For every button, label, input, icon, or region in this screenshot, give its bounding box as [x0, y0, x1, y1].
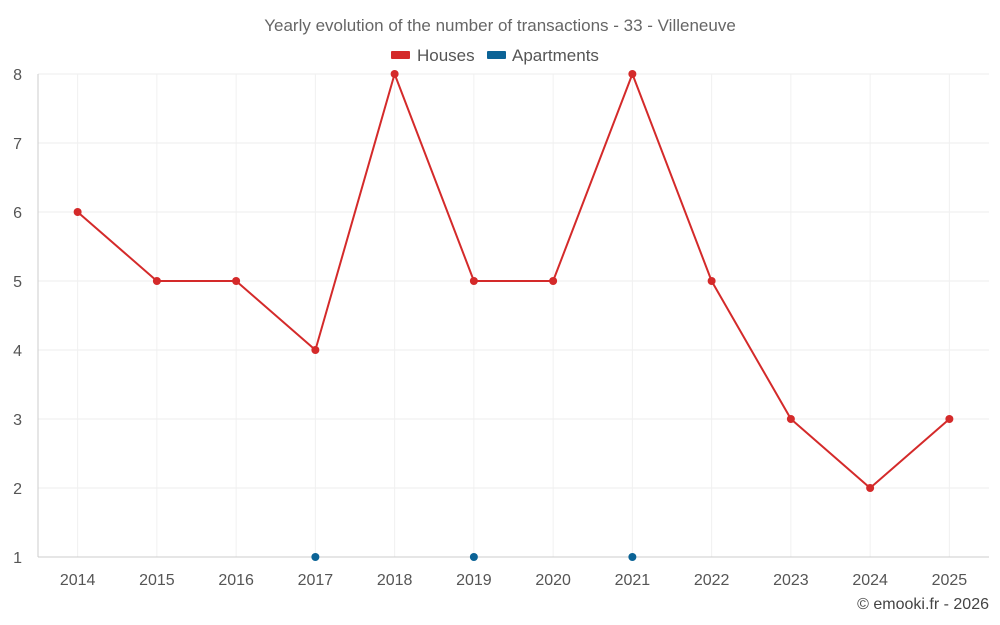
grid: [38, 73, 989, 558]
x-tick-label: 2022: [694, 572, 730, 589]
x-tick-label: 2015: [139, 572, 175, 589]
axes: 1 2 3 4 5 6 7 8 2014 2015 2016 2017 2018 2019 2020 2021…: [13, 67, 989, 589]
data-point-apartments-2021[interactable]: [628, 553, 637, 561]
credit-text: © emooki.fr - 2026: [857, 596, 989, 613]
data-point-houses-2020[interactable]: [549, 277, 558, 285]
x-tick-label: 2017: [298, 572, 334, 589]
x-tick-label: 2023: [773, 572, 809, 589]
legend-item-houses[interactable]: Houses: [391, 46, 475, 65]
data-point-apartments-2019[interactable]: [469, 553, 478, 561]
legend-item-apartments[interactable]: Apartments: [487, 46, 599, 65]
y-tick-label: 1: [13, 550, 22, 567]
legend-swatch-apartments: [487, 51, 506, 59]
chart-title: Yearly evolution of the number of transa…: [264, 16, 736, 35]
y-tick-label: 8: [13, 67, 22, 84]
y-tick-label: 2: [13, 481, 22, 498]
series-line-houses: [76, 73, 951, 489]
y-tick-label: 5: [13, 274, 22, 291]
x-tick-label: 2018: [377, 572, 413, 589]
data-point-houses-2023[interactable]: [786, 415, 795, 423]
data-point-houses-2021[interactable]: [628, 70, 637, 78]
legend-swatch-houses: [391, 51, 410, 59]
x-tick-label: 2016: [218, 572, 254, 589]
y-tick-label: 6: [13, 205, 22, 222]
data-point-houses-2014[interactable]: [73, 208, 82, 216]
data-point-houses-2022[interactable]: [707, 277, 716, 285]
y-tick-label: 3: [13, 412, 22, 429]
y-tick-label: 7: [13, 136, 22, 153]
x-tick-label: 2019: [456, 572, 492, 589]
x-tick-label: 2020: [535, 572, 571, 589]
data-point-houses-2018[interactable]: [390, 70, 399, 78]
x-tick-label: 2014: [60, 572, 96, 589]
legend-label-houses: Houses: [417, 46, 475, 65]
data-point-houses-2024[interactable]: [866, 484, 875, 492]
series: [73, 70, 954, 561]
data-point-apartments-2017[interactable]: [311, 553, 320, 561]
legend: Houses Apartments: [391, 46, 599, 65]
x-tick-label: 2024: [852, 572, 888, 589]
x-tick-label: 2021: [615, 572, 651, 589]
data-point-houses-2017[interactable]: [311, 346, 320, 354]
data-point-houses-2019[interactable]: [469, 277, 478, 285]
data-point-houses-2015[interactable]: [152, 277, 161, 285]
legend-label-apartments: Apartments: [512, 46, 599, 65]
data-point-houses-2025[interactable]: [945, 415, 954, 423]
x-tick-label: 2025: [932, 572, 968, 589]
y-tick-label: 4: [13, 343, 22, 360]
data-point-houses-2016[interactable]: [232, 277, 241, 285]
